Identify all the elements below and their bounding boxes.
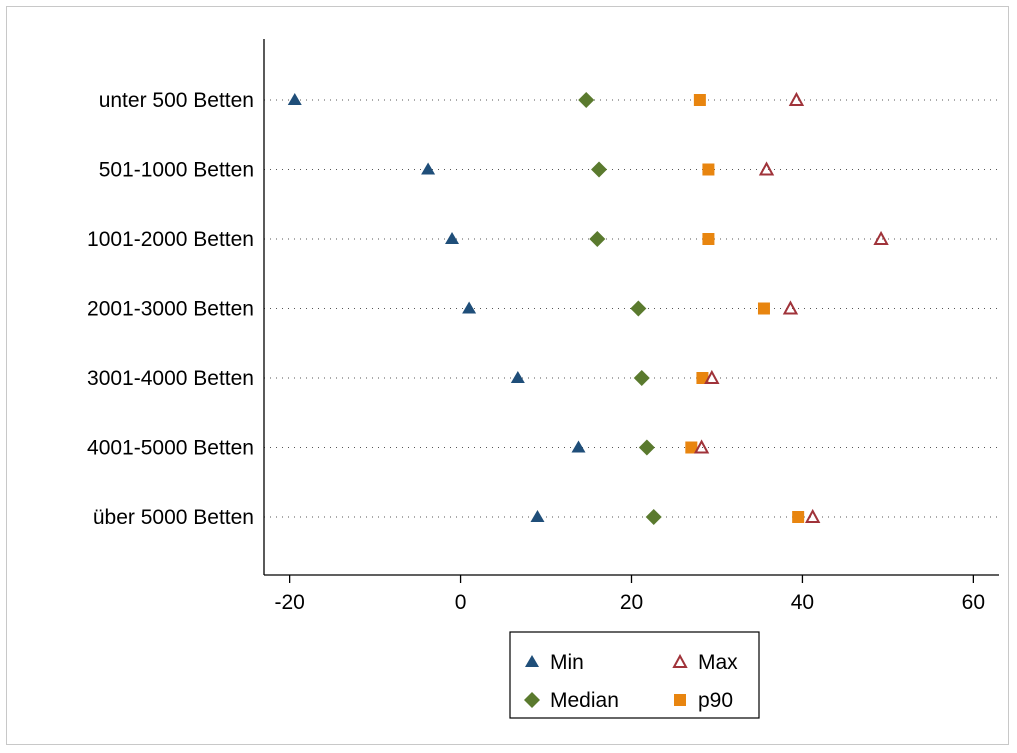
data-point-max — [805, 508, 821, 523]
data-point-min — [445, 232, 460, 244]
data-point-p90 — [702, 233, 715, 245]
data-point-p90 — [685, 441, 698, 454]
data-point-max — [693, 439, 710, 454]
data-point-max — [782, 300, 799, 315]
category-label: über 5000 Betten — [93, 506, 254, 529]
category-label: 501-1000 Betten — [99, 159, 254, 182]
data-point-min — [530, 510, 545, 522]
data-point-p90 — [702, 163, 715, 176]
legend-marker-median — [524, 692, 540, 708]
category-label: 1001-2000 Betten — [87, 228, 254, 251]
data-point-p90 — [696, 372, 709, 384]
x-tick-label: 40 — [791, 591, 814, 614]
category-label: 4001-5000 Betten — [87, 437, 254, 460]
data-point-min — [462, 301, 477, 314]
data-point-p90 — [757, 302, 770, 315]
data-point-min — [287, 93, 302, 105]
data-point-p90 — [693, 94, 706, 106]
legend-label-p90: p90 — [698, 689, 733, 712]
dot-plot-chart: unter 500 Betten 501-1000 Betten 1001-2000… — [87, 39, 999, 719]
legend-label-median: Median — [550, 689, 619, 712]
x-tick-label: 60 — [962, 591, 985, 614]
data-point-median — [630, 300, 647, 317]
category-label: 2001-3000 Betten — [87, 298, 254, 321]
data-point-max — [704, 369, 720, 384]
data-point-max — [873, 230, 889, 245]
data-point-median — [633, 370, 650, 386]
category-label: 3001-4000 Betten — [87, 367, 254, 390]
data-point-min — [421, 162, 436, 175]
x-tick-label: 0 — [455, 591, 467, 614]
data-point-min — [571, 440, 586, 453]
legend-marker-max — [672, 653, 688, 668]
data-point-median — [645, 509, 662, 525]
data-point-max — [758, 161, 775, 176]
data-point-p90 — [792, 511, 805, 523]
chart-frame: unter 500 Betten 501-1000 Betten 1001-2000… — [6, 6, 1009, 745]
x-tick-label: -20 — [274, 591, 304, 614]
legend-box — [509, 631, 760, 719]
data-point-max — [788, 91, 805, 106]
x-tick-label: 20 — [620, 591, 643, 614]
legend-marker-min — [525, 655, 539, 667]
data-point-median — [591, 161, 608, 178]
data-point-median — [578, 92, 595, 108]
legend-label-max: Max — [698, 651, 738, 674]
data-point-median — [638, 439, 655, 456]
data-point-min — [510, 371, 525, 383]
legend-marker-p90 — [674, 694, 686, 706]
data-point-median — [589, 231, 606, 247]
legend-label-min: Min — [550, 651, 584, 674]
category-label: unter 500 Betten — [99, 89, 254, 112]
